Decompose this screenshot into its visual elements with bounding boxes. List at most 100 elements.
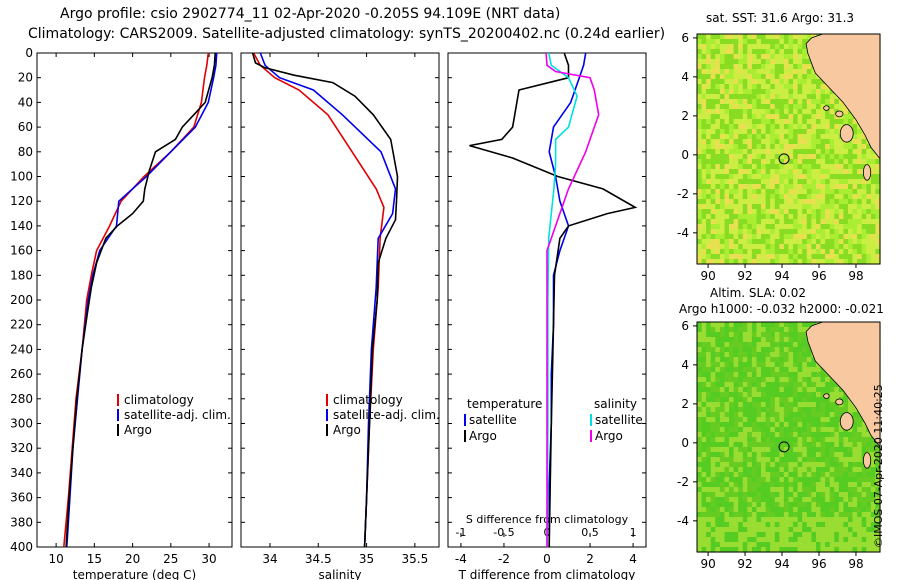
map-cell xyxy=(738,432,744,438)
map-cell xyxy=(820,209,826,215)
map-cell xyxy=(843,407,849,413)
map-cell xyxy=(816,194,822,200)
map-cell xyxy=(811,407,817,413)
map-cell xyxy=(742,34,748,40)
map-cell xyxy=(825,109,831,115)
map-cell xyxy=(719,347,726,353)
map-cell xyxy=(797,407,803,413)
map-cell xyxy=(742,517,748,523)
map-cell xyxy=(852,249,858,255)
map-cell xyxy=(761,422,767,428)
map-cell xyxy=(783,387,790,393)
map-cell xyxy=(733,234,739,240)
map-cell xyxy=(738,164,744,170)
map-cell xyxy=(779,467,785,473)
map-cell xyxy=(765,234,771,240)
map-cell xyxy=(742,154,748,160)
map-cell xyxy=(834,462,840,468)
map-cell xyxy=(706,347,712,353)
map-cell xyxy=(793,74,799,80)
map-cell xyxy=(729,452,735,458)
map-cell xyxy=(774,382,780,388)
map-cell xyxy=(701,169,707,175)
map-cell xyxy=(715,109,721,115)
map-cell xyxy=(838,214,844,220)
map-cell xyxy=(802,129,808,135)
map-cell xyxy=(834,189,840,195)
y-tick-label: 260 xyxy=(10,367,33,381)
map-cell xyxy=(738,412,744,418)
map-cell xyxy=(774,39,780,45)
map-cell xyxy=(852,164,858,170)
map-cell xyxy=(820,387,826,393)
map-cell xyxy=(774,154,780,160)
map-cell xyxy=(843,209,849,215)
map-cell xyxy=(747,327,753,333)
map-cell xyxy=(793,124,799,130)
map-cell xyxy=(875,204,881,210)
map-cell xyxy=(820,144,826,150)
map-cell xyxy=(756,169,762,175)
map-cell xyxy=(738,104,744,110)
map-cell xyxy=(779,392,785,398)
map-cell xyxy=(761,159,767,165)
map-cell xyxy=(870,467,877,473)
map-cell xyxy=(838,179,844,185)
map-cell xyxy=(783,362,790,368)
map-cell xyxy=(806,462,812,468)
map-cell xyxy=(706,417,712,423)
map-cell xyxy=(788,209,794,215)
map-cell xyxy=(829,507,835,513)
map-cell xyxy=(825,502,831,508)
map-cell xyxy=(843,109,849,115)
map-cell xyxy=(774,144,780,150)
map-cell xyxy=(724,59,730,65)
map-cell xyxy=(811,512,817,518)
map-cell xyxy=(857,427,863,433)
map-cell xyxy=(816,104,822,110)
map-cell xyxy=(848,522,854,528)
map-cell xyxy=(834,392,840,398)
map-cell xyxy=(733,84,739,90)
map-cell xyxy=(724,547,730,553)
map-cell xyxy=(834,249,840,255)
map-cell xyxy=(788,164,794,170)
map-cell xyxy=(701,402,707,408)
map-cell xyxy=(834,149,840,155)
map-cell xyxy=(756,402,762,408)
sla-map-subtitle: Argo h1000: -0.032 h2000: -0.021 xyxy=(679,302,884,316)
map-cell xyxy=(756,79,762,85)
map-cell xyxy=(829,487,835,493)
map-cell xyxy=(697,402,703,408)
map-sst-map xyxy=(693,33,881,268)
map-cell xyxy=(710,352,716,358)
map-cell xyxy=(742,234,748,240)
map-cell xyxy=(779,357,785,363)
map-cell xyxy=(761,322,767,328)
map-cell xyxy=(733,437,739,443)
map-cell xyxy=(738,189,744,195)
map-cell xyxy=(697,527,703,533)
map-cell xyxy=(788,487,794,493)
map-cell xyxy=(747,119,753,125)
map-cell xyxy=(811,239,817,245)
map-cell xyxy=(765,194,771,200)
map-cell xyxy=(825,259,831,265)
map-cell xyxy=(861,532,867,538)
map-cell xyxy=(802,502,808,508)
map-cell xyxy=(806,174,812,180)
map-cell xyxy=(788,239,794,245)
map-cell xyxy=(802,432,808,438)
map-cell xyxy=(715,392,721,398)
map-cell xyxy=(811,179,817,185)
map-cell xyxy=(724,209,730,215)
map-cell xyxy=(715,124,721,130)
map-cell xyxy=(774,199,780,205)
map-cell xyxy=(793,54,799,60)
map-cell xyxy=(742,239,748,245)
map-cell xyxy=(765,327,771,333)
map-cell xyxy=(765,532,771,538)
map-cell xyxy=(770,129,776,135)
map-cell xyxy=(797,34,803,40)
map-cell xyxy=(774,64,780,70)
